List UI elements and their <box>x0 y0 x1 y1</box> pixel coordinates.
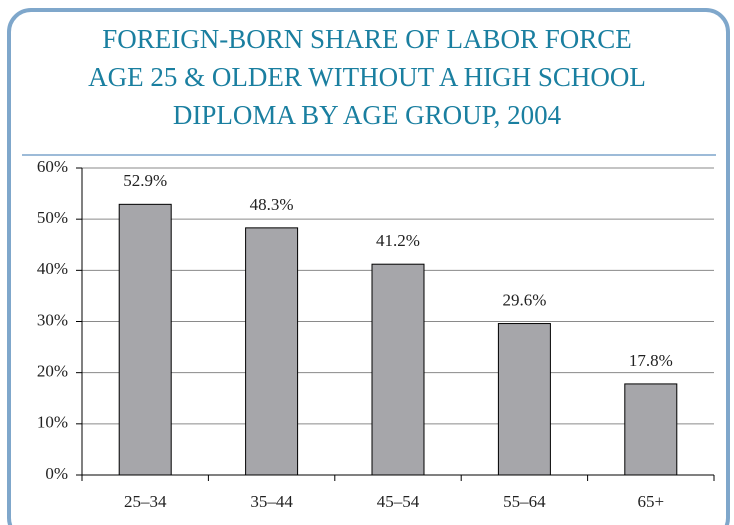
value-label: 52.9% <box>123 171 167 190</box>
x-tick-label: 35–44 <box>250 492 293 511</box>
bar <box>118 203 172 476</box>
x-tick-label: 25–34 <box>124 492 167 511</box>
value-label: 41.2% <box>376 231 420 250</box>
value-label: 48.3% <box>250 195 294 214</box>
y-tick-label: 60% <box>37 157 68 176</box>
bar <box>371 263 425 476</box>
chart-title: AGE 25 & OLDER WITHOUT A HIGH SCHOOL <box>88 62 646 92</box>
y-tick-label: 20% <box>37 362 68 381</box>
chart-title: DIPLOMA BY AGE GROUP, 2004 <box>173 100 562 130</box>
value-label: 29.6% <box>502 290 546 309</box>
x-tick-label: 55–64 <box>503 492 546 511</box>
x-tick-label: 45–54 <box>377 492 420 511</box>
y-tick-label: 0% <box>45 464 68 483</box>
chart-title: FOREIGN-BORN SHARE OF LABOR FORCE <box>102 24 632 54</box>
y-tick-label: 50% <box>37 208 68 227</box>
value-label: 17.8% <box>629 351 673 370</box>
bar <box>497 323 551 476</box>
y-tick-label: 10% <box>37 413 68 432</box>
bar <box>624 383 678 476</box>
x-tick-label: 65+ <box>638 492 665 511</box>
y-tick-label: 30% <box>37 310 68 329</box>
y-tick-label: 40% <box>37 259 68 278</box>
bar <box>245 227 299 476</box>
